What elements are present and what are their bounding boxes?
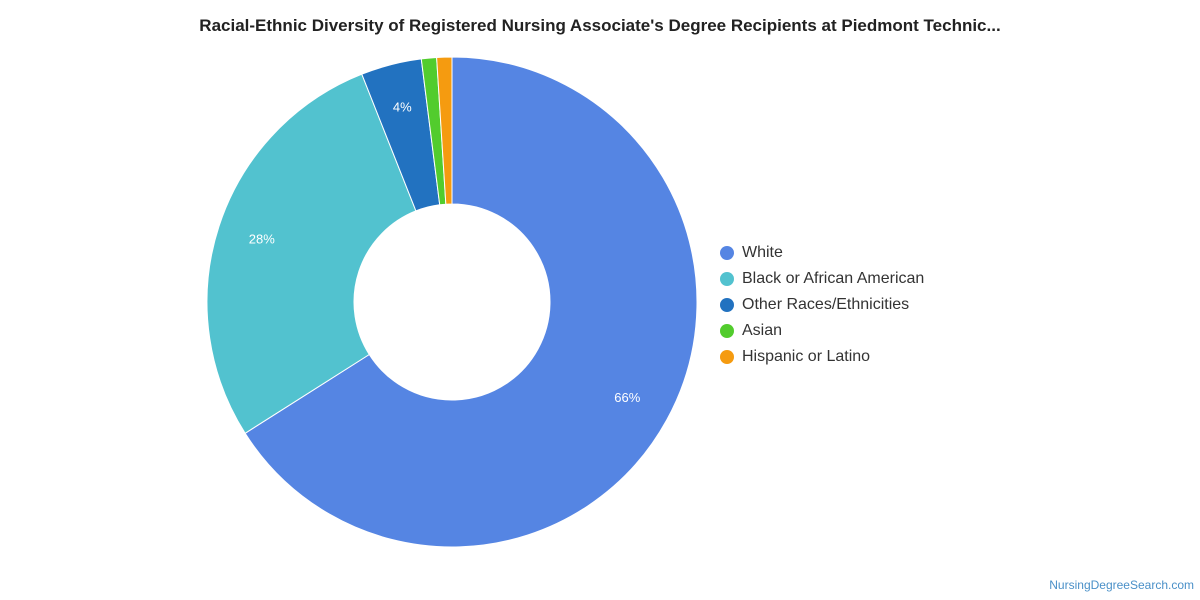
- chart-legend: White Black or African American Other Race…: [720, 240, 924, 370]
- legend-item: Other Races/Ethnicities: [720, 292, 924, 318]
- legend-swatch: [720, 246, 734, 260]
- legend-swatch: [720, 272, 734, 286]
- slice-label: 66%: [614, 390, 640, 405]
- legend-item: Asian: [720, 318, 924, 344]
- legend-item: White: [720, 240, 924, 266]
- chart-title: Racial-Ethnic Diversity of Registered Nu…: [199, 16, 1001, 35]
- legend-item: Black or African American: [720, 266, 924, 292]
- slice-black-or-african-american: [206, 73, 417, 434]
- legend-swatch: [720, 350, 734, 364]
- legend-label: Hispanic or Latino: [742, 348, 871, 365]
- watermark: NursingDegreeSearch.com: [1049, 578, 1194, 592]
- slice-label: 28%: [249, 232, 275, 247]
- legend-label: Asian: [742, 322, 783, 339]
- legend-label: Other Races/Ethnicities: [742, 296, 910, 313]
- legend-swatch: [720, 298, 734, 312]
- slice-hispanic-or-latino: [436, 56, 453, 205]
- legend-label: White: [742, 244, 783, 261]
- slice-label: 4%: [393, 100, 412, 115]
- slice-white: [244, 56, 698, 548]
- legend-swatch: [720, 324, 734, 338]
- legend-item: Hispanic or Latino: [720, 344, 924, 370]
- legend-label: Black or African American: [742, 270, 925, 287]
